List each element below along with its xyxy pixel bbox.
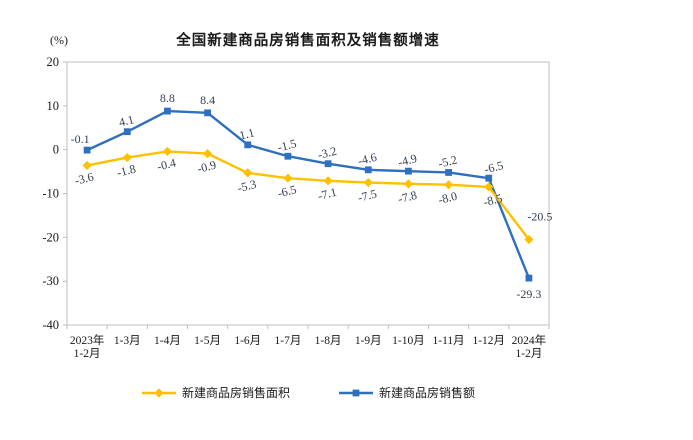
diamond-marker-icon — [243, 168, 253, 178]
x-category-label: 1-5月 — [194, 335, 221, 347]
data-label: -8.0 — [437, 189, 459, 207]
square-marker-icon — [204, 109, 211, 117]
square-marker-icon — [364, 166, 372, 174]
x-category-label: 1-12月 — [472, 335, 505, 347]
square-marker-icon — [445, 169, 452, 176]
legend-line-square-icon — [339, 389, 373, 396]
x-category-label: 1-2月 — [74, 348, 101, 360]
data-label: -1.8 — [115, 162, 137, 180]
x-category-label: 2024年 — [512, 333, 547, 347]
data-label: -0.4 — [156, 155, 178, 173]
diamond-marker-icon — [162, 146, 173, 157]
diamond-marker-icon — [82, 160, 92, 171]
data-label: -6.5 — [276, 182, 298, 200]
chart-title: 全国新建商品房销售面积及销售额增速 — [176, 33, 440, 49]
data-label: -6.5 — [483, 158, 505, 176]
x-category-label: 2023年 — [70, 333, 105, 347]
square-marker-icon — [123, 128, 131, 136]
legend-line-diamond-icon — [141, 387, 176, 398]
series-line — [86, 109, 531, 279]
plot-frame — [66, 61, 550, 326]
series-data-labels: -0.1 4.1 8.8 8.4 1.1 -1.5 -3.2 -4.6 -4.9 -5.2 -6.5… — [71, 91, 542, 301]
diamond-marker-icon — [484, 182, 494, 192]
y-tick-label: -40 — [42, 318, 59, 332]
data-label: 8.4 — [200, 93, 215, 107]
data-label: -29.3 — [516, 287, 541, 301]
diamond-marker-icon — [283, 173, 293, 183]
y-tick-label: -20 — [42, 230, 59, 244]
x-category-label: 1-9月 — [355, 335, 382, 347]
x-category-label: 1-6月 — [234, 335, 261, 347]
y-tick-label: 0 — [53, 143, 59, 157]
diamond-marker-icon — [403, 179, 414, 189]
series-line — [86, 150, 530, 241]
data-label: -8.5 — [482, 191, 504, 209]
legend-label-sales-value: 新建商品房销售额 — [379, 386, 476, 400]
y-tick-label: 20 — [47, 55, 60, 69]
square-marker-icon — [485, 174, 493, 182]
x-category-label: 1-2月 — [515, 348, 542, 360]
legend-marker — [352, 389, 360, 396]
diamond-marker-icon — [524, 234, 534, 245]
diamond-marker-icon — [154, 387, 164, 398]
legend-item-sales-value: 新建商品房销售额 — [338, 384, 475, 401]
data-label: -4.6 — [356, 150, 378, 168]
square-marker-icon — [405, 167, 412, 175]
legend-label-sales-area: 新建商品房销售面积 — [181, 386, 290, 400]
data-label: -7.8 — [397, 188, 419, 206]
x-category-label: 1-11月 — [433, 335, 465, 347]
data-label: -7.5 — [356, 187, 378, 205]
diamond-marker-icon — [363, 177, 373, 188]
data-label: 1.1 — [238, 125, 256, 142]
data-label: 8.8 — [160, 91, 175, 105]
x-category-label: 1-3月 — [114, 335, 141, 347]
data-label: -0.9 — [196, 158, 218, 176]
square-marker-icon — [352, 389, 360, 396]
data-label: -20.5 — [527, 210, 552, 224]
data-label: -7.1 — [316, 185, 338, 203]
square-marker-icon — [83, 146, 91, 154]
x-category-label: 1-4月 — [154, 335, 181, 347]
data-label: -3.6 — [73, 169, 95, 187]
data-label: -4.9 — [397, 151, 419, 169]
diamond-marker-icon — [443, 180, 454, 190]
data-label: -0.1 — [71, 132, 90, 146]
series-data-labels: -3.6 -1.8 -0.4 -0.9 -5.3 -6.5 -7.1 -7.5 -7.8 -8.0… — [73, 155, 552, 223]
y-tick-label: -30 — [42, 274, 59, 288]
series-sales-area — [82, 146, 534, 245]
square-marker-icon — [324, 160, 332, 168]
data-label: -1.5 — [276, 136, 298, 154]
diamond-marker-icon — [202, 149, 213, 159]
data-label: -5.3 — [236, 177, 258, 195]
x-category-label: 1-10月 — [392, 335, 425, 347]
data-label: -3.2 — [316, 144, 338, 162]
legend-marker — [154, 387, 164, 398]
chart-legend: 新建商品房销售面积 新建商品房销售额 — [67, 384, 549, 401]
series-sales-value — [83, 107, 533, 282]
x-category-label: 1-8月 — [315, 335, 342, 347]
legend-item-sales-area: 新建商品房销售面积 — [141, 384, 290, 401]
square-marker-icon — [244, 141, 252, 149]
diamond-marker-icon — [323, 176, 333, 186]
y-axis: 20 10 0 -10 -20 -30 -40 — [42, 55, 67, 332]
diamond-marker-icon — [122, 152, 132, 163]
y-tick-label: 10 — [47, 99, 60, 113]
square-marker-icon — [164, 107, 171, 115]
y-axis-unit-label: (%) — [50, 33, 68, 47]
square-marker-icon — [284, 152, 292, 160]
data-label: -5.2 — [437, 152, 459, 170]
y-tick-label: -10 — [42, 187, 59, 201]
data-label: 4.1 — [117, 112, 135, 129]
x-category-label: 1-7月 — [274, 335, 301, 347]
square-marker-icon — [525, 274, 533, 282]
